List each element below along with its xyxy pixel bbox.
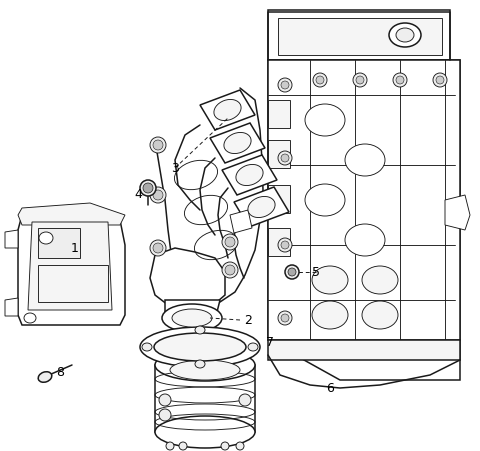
Ellipse shape (172, 309, 212, 327)
Polygon shape (5, 298, 18, 316)
Ellipse shape (179, 442, 187, 450)
Ellipse shape (305, 104, 345, 136)
Ellipse shape (153, 190, 163, 200)
Text: 2: 2 (244, 313, 252, 327)
Polygon shape (268, 185, 290, 213)
Polygon shape (445, 195, 470, 230)
Ellipse shape (24, 313, 36, 323)
Ellipse shape (195, 360, 205, 368)
Ellipse shape (155, 416, 255, 448)
Polygon shape (165, 300, 220, 320)
Ellipse shape (143, 183, 153, 193)
Ellipse shape (312, 266, 348, 294)
Text: 4: 4 (134, 189, 142, 202)
Polygon shape (268, 228, 290, 256)
Text: 7: 7 (266, 336, 274, 349)
Ellipse shape (393, 73, 407, 87)
Ellipse shape (281, 314, 289, 322)
Polygon shape (234, 187, 289, 227)
Ellipse shape (362, 301, 398, 329)
Polygon shape (278, 18, 442, 55)
Ellipse shape (225, 265, 235, 275)
Ellipse shape (154, 333, 246, 361)
Ellipse shape (396, 76, 404, 84)
Ellipse shape (278, 78, 292, 92)
Ellipse shape (281, 241, 289, 249)
Ellipse shape (214, 100, 241, 120)
Ellipse shape (150, 240, 166, 256)
Polygon shape (268, 60, 460, 340)
Polygon shape (268, 100, 290, 128)
Ellipse shape (170, 360, 240, 380)
Ellipse shape (153, 140, 163, 150)
Ellipse shape (222, 234, 238, 250)
Polygon shape (28, 222, 112, 310)
Polygon shape (230, 210, 252, 233)
Ellipse shape (436, 76, 444, 84)
Ellipse shape (140, 180, 156, 196)
Ellipse shape (313, 73, 327, 87)
Ellipse shape (236, 442, 244, 450)
Ellipse shape (239, 394, 251, 406)
Text: 3: 3 (171, 161, 179, 175)
Ellipse shape (353, 73, 367, 87)
Ellipse shape (236, 165, 263, 185)
Ellipse shape (288, 268, 296, 276)
Ellipse shape (142, 343, 152, 351)
Polygon shape (268, 340, 460, 360)
Ellipse shape (285, 265, 299, 279)
Ellipse shape (356, 76, 364, 84)
Ellipse shape (305, 184, 345, 216)
Polygon shape (38, 228, 80, 258)
Text: 1: 1 (71, 241, 79, 254)
Ellipse shape (278, 311, 292, 325)
Ellipse shape (278, 151, 292, 165)
Text: 6: 6 (326, 382, 334, 395)
Text: 8: 8 (56, 365, 64, 378)
Polygon shape (222, 155, 277, 195)
Ellipse shape (278, 238, 292, 252)
Ellipse shape (396, 28, 414, 42)
Text: 5: 5 (312, 266, 320, 279)
Ellipse shape (162, 304, 222, 332)
Ellipse shape (150, 187, 166, 203)
Polygon shape (18, 210, 125, 325)
Polygon shape (210, 123, 265, 163)
Ellipse shape (155, 349, 255, 381)
Ellipse shape (345, 144, 385, 176)
Ellipse shape (195, 326, 205, 334)
Polygon shape (268, 140, 290, 168)
Ellipse shape (362, 266, 398, 294)
Ellipse shape (312, 301, 348, 329)
Ellipse shape (38, 372, 52, 382)
Ellipse shape (389, 23, 421, 47)
Ellipse shape (159, 409, 171, 421)
Ellipse shape (153, 243, 163, 253)
Polygon shape (200, 90, 255, 130)
Polygon shape (18, 203, 125, 225)
Ellipse shape (150, 137, 166, 153)
Ellipse shape (224, 133, 251, 153)
Ellipse shape (39, 232, 53, 244)
Ellipse shape (433, 73, 447, 87)
Ellipse shape (166, 442, 174, 450)
Ellipse shape (221, 442, 229, 450)
Ellipse shape (345, 224, 385, 256)
Ellipse shape (281, 154, 289, 162)
Polygon shape (5, 230, 18, 248)
Ellipse shape (281, 81, 289, 89)
Ellipse shape (316, 76, 324, 84)
Ellipse shape (222, 262, 238, 278)
Polygon shape (38, 265, 108, 302)
Polygon shape (150, 248, 225, 310)
Polygon shape (268, 10, 450, 60)
Polygon shape (268, 60, 460, 380)
Ellipse shape (140, 327, 260, 367)
Ellipse shape (225, 237, 235, 247)
Polygon shape (155, 365, 255, 432)
Ellipse shape (248, 197, 275, 217)
Ellipse shape (159, 394, 171, 406)
Ellipse shape (248, 343, 258, 351)
